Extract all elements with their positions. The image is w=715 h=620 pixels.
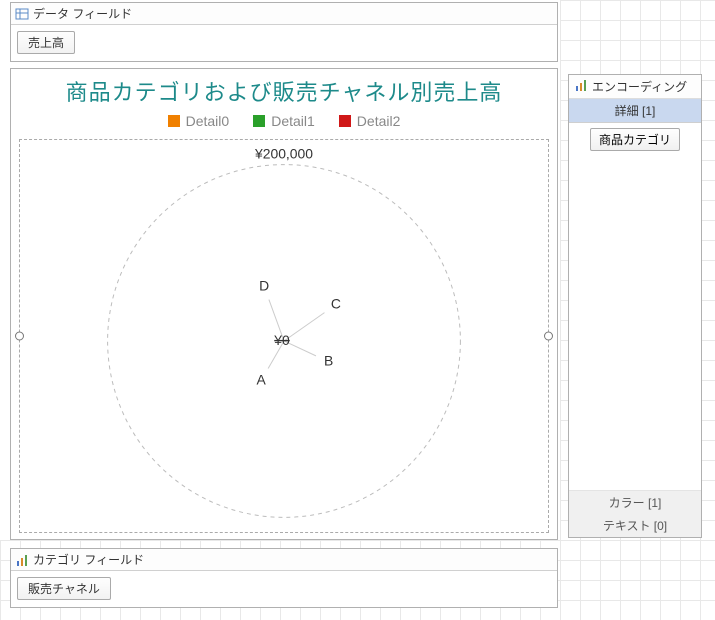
- category-fields-header: カテゴリ フィールド: [11, 549, 557, 571]
- encoding-header: エンコーディング: [569, 75, 701, 99]
- bars-icon: [574, 78, 588, 95]
- data-fields-header: データ フィールド: [11, 3, 557, 25]
- legend-label: Detail1: [271, 113, 315, 129]
- svg-text:A: A: [257, 372, 267, 388]
- legend-item[interactable]: Detail1: [253, 113, 315, 129]
- svg-text:B: B: [324, 353, 333, 369]
- encoding-text-row[interactable]: テキスト [0]: [569, 514, 701, 537]
- data-fields-body[interactable]: 売上高: [11, 25, 557, 60]
- chart-panel: 商品カテゴリおよび販売チャネル別売上高 Detail0 Detail1 Deta…: [10, 68, 558, 540]
- chart-plot-area[interactable]: ¥200,000 A B C D ¥0: [19, 139, 549, 533]
- encoding-detail-body[interactable]: 商品カテゴリ: [569, 123, 701, 156]
- encoding-title: エンコーディング: [592, 78, 687, 95]
- svg-text:¥0: ¥0: [273, 332, 290, 348]
- radar-chart-svg: ¥200,000 A B C D ¥0: [20, 140, 548, 532]
- legend-item[interactable]: Detail0: [168, 113, 230, 129]
- legend-item[interactable]: Detail2: [339, 113, 401, 129]
- encoding-detail-chip[interactable]: 商品カテゴリ: [590, 128, 680, 151]
- category-field-chip[interactable]: 販売チャネル: [17, 577, 111, 600]
- legend-swatch-icon: [339, 115, 351, 127]
- data-fields-title: データ フィールド: [33, 5, 132, 22]
- chart-legend: Detail0 Detail1 Detail2: [11, 109, 557, 135]
- category-fields-body[interactable]: 販売チャネル: [11, 571, 557, 606]
- data-field-chip[interactable]: 売上高: [17, 31, 75, 54]
- legend-swatch-icon: [168, 115, 180, 127]
- chart-title: 商品カテゴリおよび販売チャネル別売上高: [11, 69, 557, 109]
- encoding-color-row[interactable]: カラー [1]: [569, 491, 701, 514]
- legend-label: Detail2: [357, 113, 401, 129]
- svg-text:¥200,000: ¥200,000: [254, 146, 313, 162]
- data-fields-panel: データ フィールド 売上高: [10, 2, 558, 62]
- encoding-panel: エンコーディング 詳細 [1] 商品カテゴリ カラー [1] テキスト [0]: [568, 74, 702, 538]
- category-fields-title: カテゴリ フィールド: [33, 551, 144, 568]
- table-icon: [15, 7, 29, 21]
- category-fields-panel: カテゴリ フィールド 販売チャネル: [10, 548, 558, 608]
- legend-swatch-icon: [253, 115, 265, 127]
- bars-icon: [15, 553, 29, 567]
- svg-text:C: C: [331, 296, 341, 312]
- legend-label: Detail0: [186, 113, 230, 129]
- svg-text:D: D: [259, 277, 269, 293]
- encoding-detail-section[interactable]: 詳細 [1]: [569, 99, 701, 123]
